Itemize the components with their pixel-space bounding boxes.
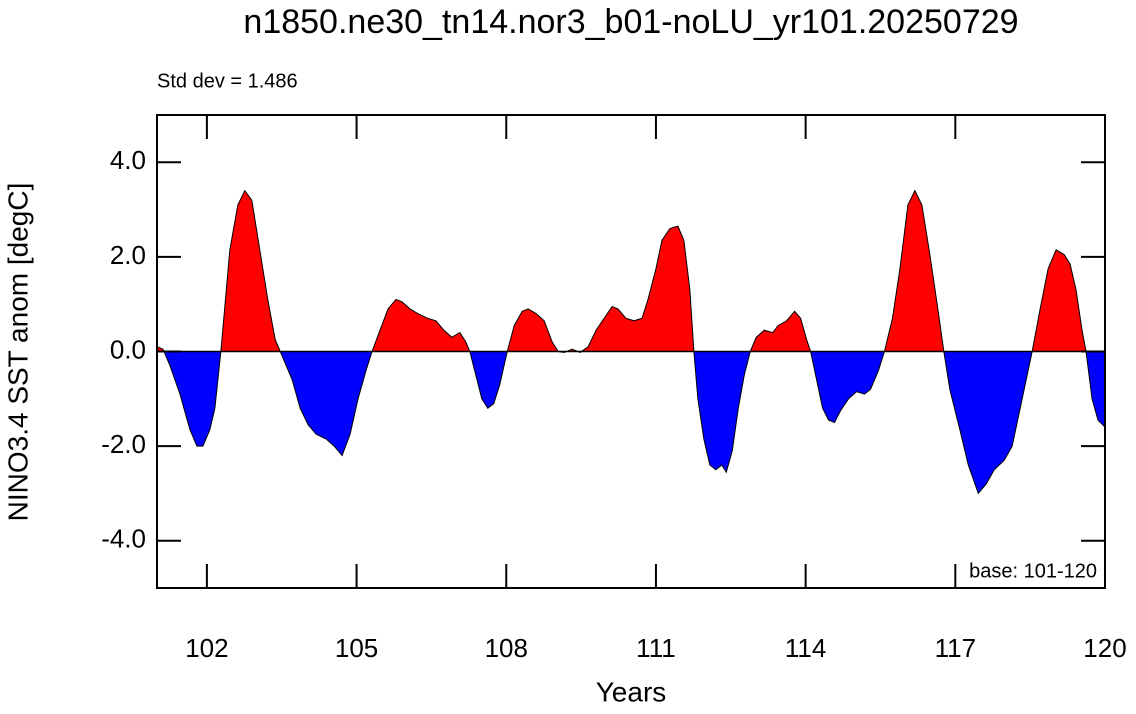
anomaly-line: [156, 189, 1106, 495]
std-dev-annotation: Std dev = 1.486: [157, 70, 298, 92]
chart-title: n1850.ne30_tn14.nor3_b01-noLU_yr101.2025…: [243, 3, 1018, 41]
x-tick-label: 117: [935, 633, 976, 663]
y-tick-label: -4.0: [101, 524, 146, 554]
x-tick-label: 102: [185, 633, 228, 663]
y-axis-label: NINO3.4 SST anom [degC]: [2, 183, 33, 522]
x-tick-label: 105: [335, 633, 378, 663]
base-annotation: base: 101-120: [969, 560, 1097, 582]
x-axis-label: Years: [596, 676, 667, 707]
anomaly-area: [157, 190, 1105, 494]
x-tick-label: 114: [785, 633, 826, 663]
y-tick-label: 0.0: [110, 334, 146, 364]
x-tick-label: 111: [636, 633, 676, 663]
y-tick-label: -2.0: [101, 429, 146, 459]
x-tick-label: 108: [485, 633, 528, 663]
y-tick-label: 2.0: [110, 240, 146, 270]
y-tick-label: 4.0: [110, 145, 146, 175]
x-tick-label: 120: [1083, 633, 1126, 663]
